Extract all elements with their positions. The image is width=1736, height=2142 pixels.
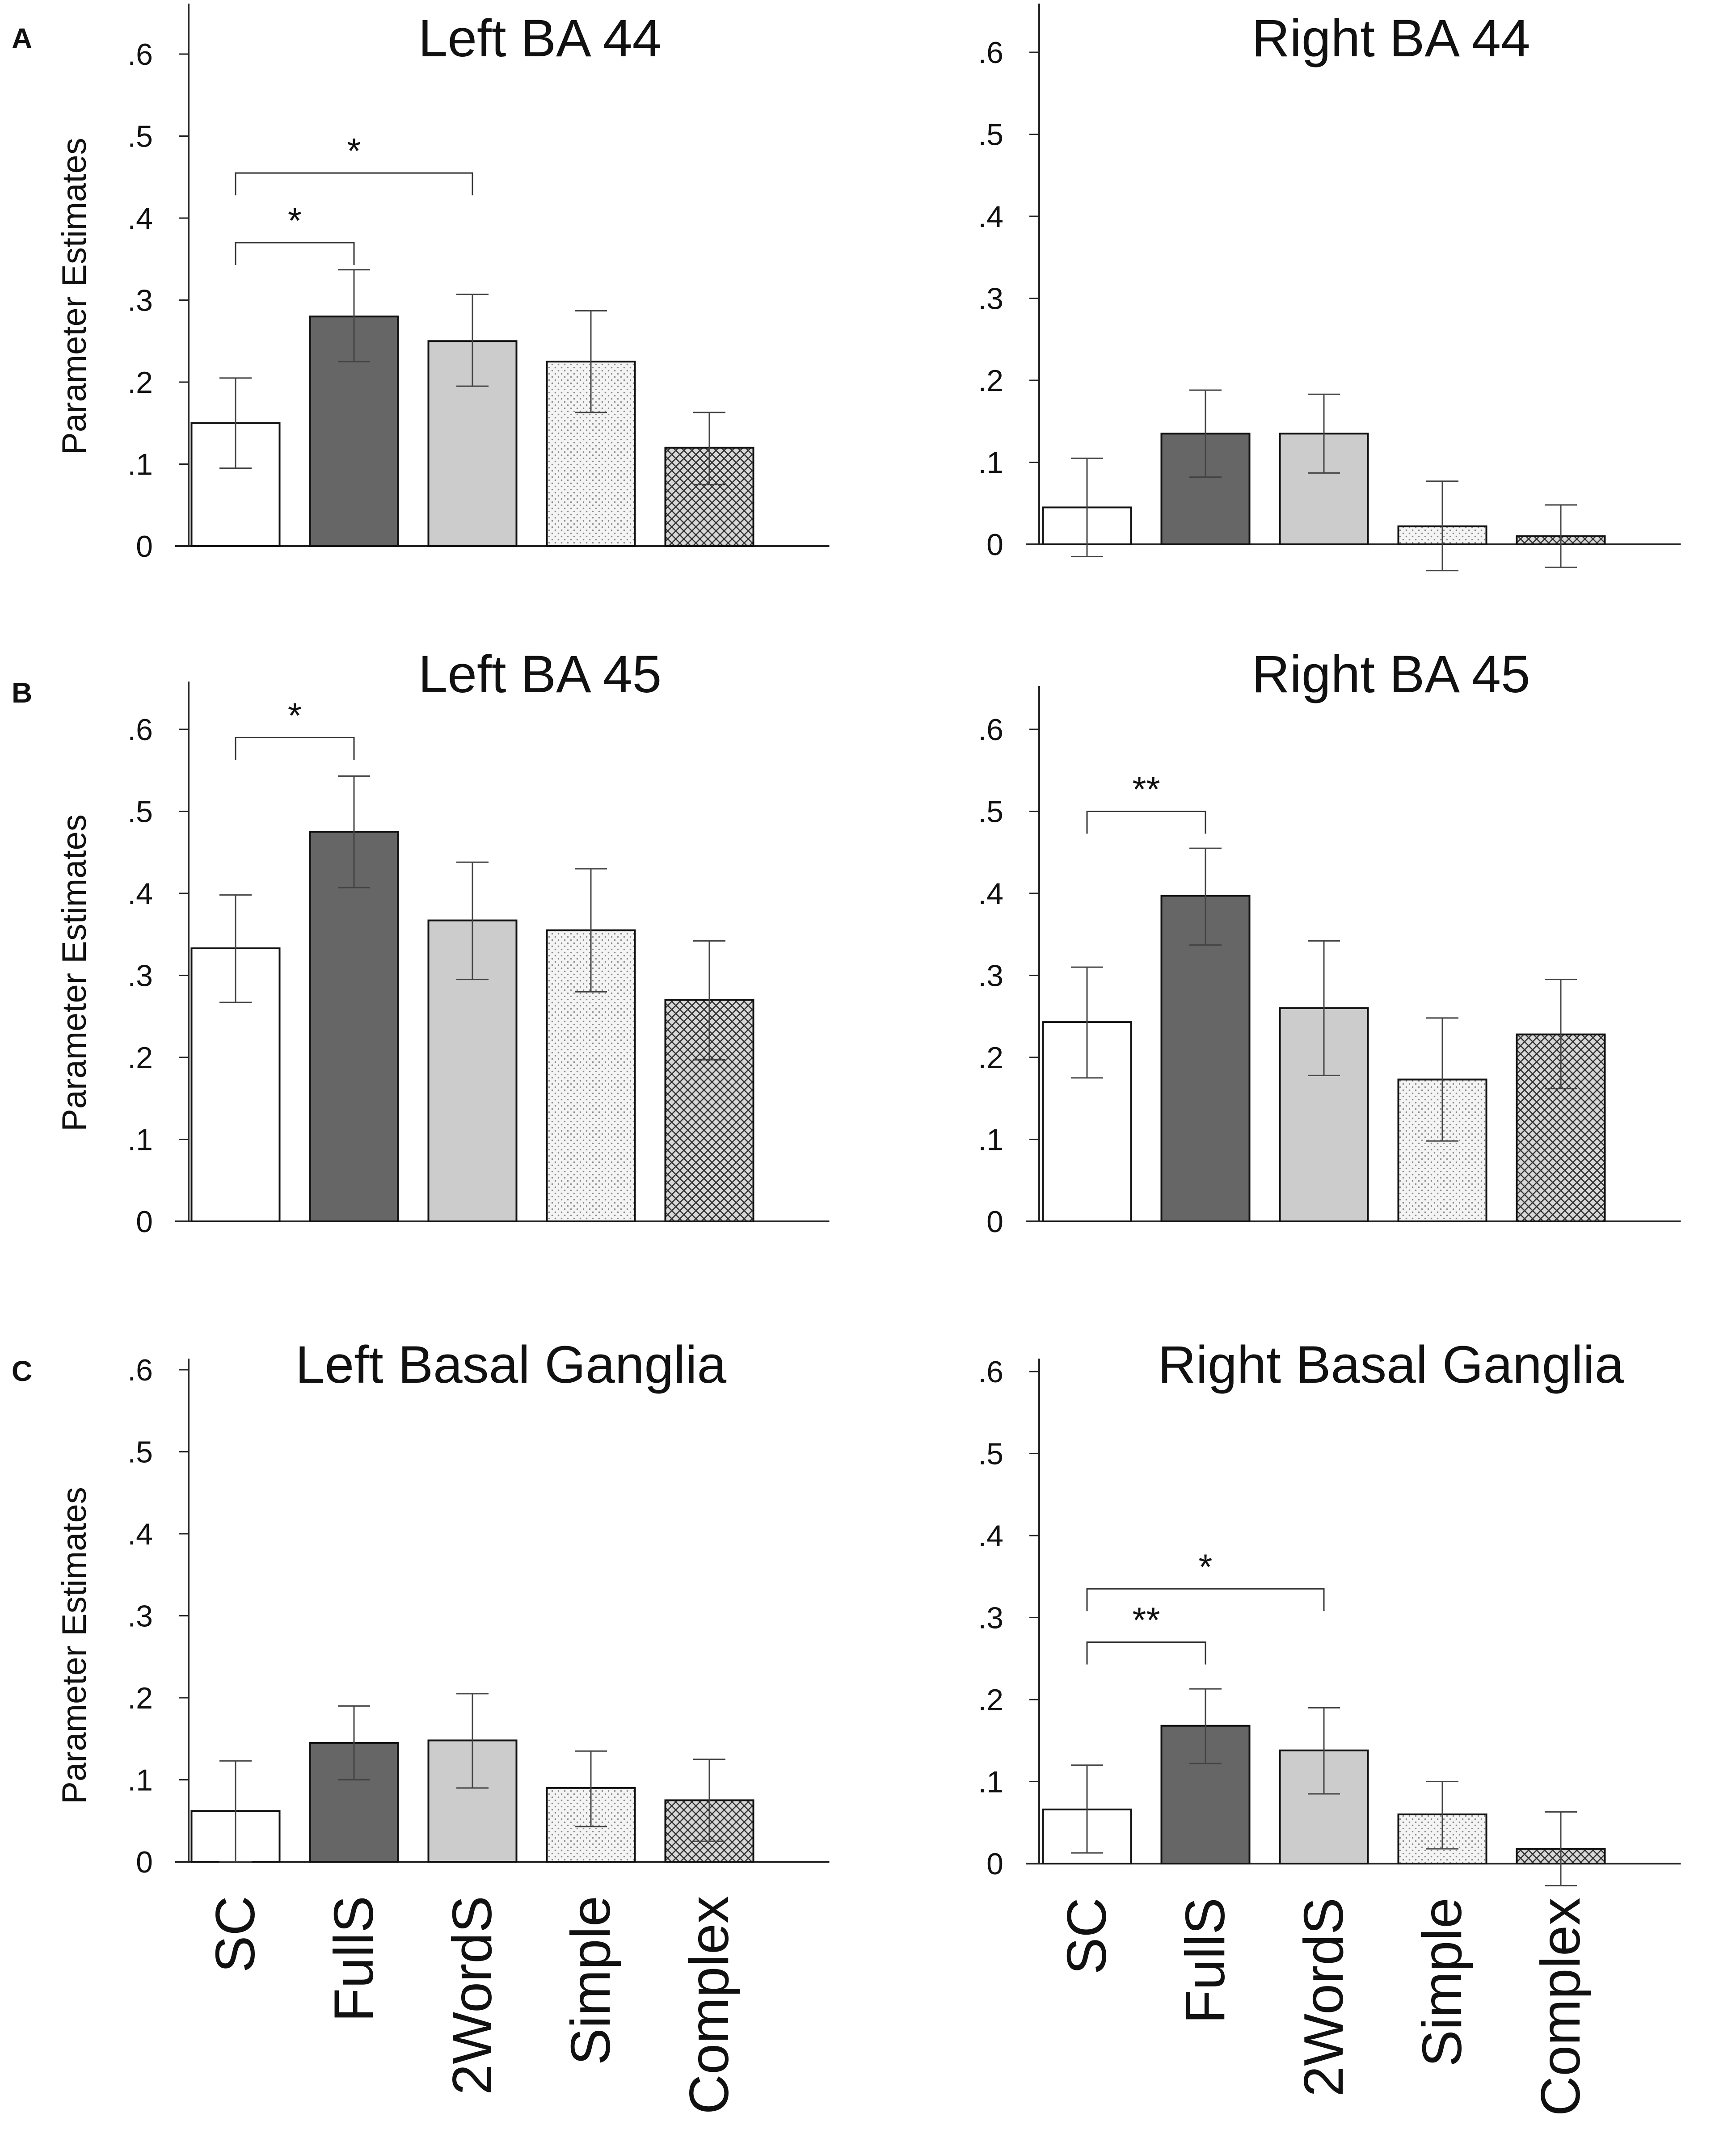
y-tick-label: .2 [978, 364, 1003, 398]
x-category-labels-right: SC FullS 2WordS Simple Complex [1056, 1898, 1592, 2116]
x-tick-label-sc: SC [205, 1896, 266, 1973]
panel-title: Right Basal Ganglia [1158, 1335, 1624, 1394]
panel-title: Left BA 45 [418, 645, 662, 704]
y-tick-label: .2 [978, 1683, 1003, 1717]
y-tick-label: 0 [136, 530, 153, 564]
x-tick-label-complex: Complex [678, 1896, 740, 2114]
x-tick-label-2words: 2WordS [1293, 1898, 1355, 2097]
y-tick-label: .2 [127, 1681, 153, 1715]
y-tick-label: .4 [978, 877, 1003, 911]
y-tick-label: .5 [978, 795, 1003, 829]
x-tick-label-simple: Simple [560, 1896, 622, 2065]
bar-fulls [309, 831, 399, 1222]
y-tick-label: .3 [978, 959, 1003, 993]
y-axis-label-row-c: Parameter Estimates [55, 1487, 93, 1804]
y-tick-label: .4 [127, 202, 153, 236]
panel-letter-c: C [12, 1355, 32, 1387]
significance-bracket [1086, 1588, 1325, 1612]
x-tick-label-fulls: FullS [323, 1896, 385, 2022]
y-tick-label: 0 [986, 1205, 1003, 1239]
y-tick-label: .5 [978, 1437, 1003, 1471]
y-tick-label: .3 [127, 1599, 153, 1633]
y-tick-label: .5 [127, 795, 153, 829]
y-tick-label: .2 [978, 1041, 1003, 1075]
x-tick-label-2words: 2WordS [442, 1896, 503, 2095]
x-tick-label-simple: Simple [1412, 1898, 1473, 2067]
significance-bracket [1086, 1641, 1206, 1665]
y-tick-label: .3 [127, 284, 153, 318]
significance-bracket [235, 242, 355, 265]
y-tick-label: .5 [127, 120, 153, 154]
panel-letter-a: A [12, 22, 32, 55]
x-tick-label-complex: Complex [1530, 1898, 1592, 2116]
significance-bracket [1086, 811, 1206, 834]
y-axis-label-row-a: Parameter Estimates [55, 138, 93, 455]
y-tick-label: .5 [978, 118, 1003, 152]
y-tick-label: .1 [127, 448, 153, 482]
significance-marker: ** [1132, 770, 1160, 809]
y-tick-label: .4 [978, 1519, 1003, 1553]
significance-marker: * [1198, 1547, 1212, 1587]
chart-panel-2: Right BA 44 0 .1 .2 .3 .4 .5 .6 [978, 4, 1681, 572]
y-tick-label: 0 [136, 1205, 153, 1239]
y-tick-label: .6 [127, 713, 153, 747]
panel-title: Left BA 44 [418, 9, 662, 68]
y-tick-label: .1 [978, 446, 1003, 480]
chart-panel-4: Right BA 45 0 .1 .2 .3 .4 .5 .6 ** [978, 645, 1681, 1239]
x-tick-label-fulls: FullS [1175, 1898, 1236, 2024]
significance-marker: * [288, 695, 302, 735]
y-tick-label: .3 [978, 282, 1003, 316]
y-axis-label-row-b: Parameter Estimates [55, 814, 93, 1132]
panel-title: Left Basal Ganglia [295, 1335, 727, 1394]
y-tick-label: .4 [127, 1517, 153, 1551]
y-tick-label: .1 [127, 1123, 153, 1157]
x-category-labels-left: SC FullS 2WordS Simple Complex [205, 1896, 740, 2114]
significance-bracket [235, 736, 355, 760]
y-tick-label: .6 [978, 1355, 1003, 1389]
y-tick-label: .5 [127, 1435, 153, 1469]
significance-marker: ** [1132, 1600, 1160, 1640]
panel-title: Right BA 44 [1251, 9, 1530, 68]
y-tick-label: .4 [127, 877, 153, 911]
chart-panel-3: Left BA 45 0 .1 .2 .3 .4 .5 .6 * [127, 645, 830, 1239]
panel-letter-b: B [12, 677, 32, 709]
y-tick-label: 0 [136, 1845, 153, 1879]
chart-panel-5: Left Basal Ganglia 0 .1 .2 .3 .4 .5 .6 [127, 1335, 830, 1879]
y-tick-label: .6 [978, 36, 1003, 70]
y-tick-label: .3 [127, 959, 153, 993]
y-tick-label: .1 [978, 1123, 1003, 1157]
y-tick-label: .6 [127, 38, 153, 72]
significance-marker: * [347, 131, 361, 171]
x-tick-label-sc: SC [1056, 1898, 1118, 1974]
chart-panel-1: Left BA 44 0 .1 .2 .3 .4 .5 .6 * * [127, 4, 830, 564]
y-tick-label: 0 [986, 528, 1003, 562]
y-tick-label: 0 [986, 1847, 1003, 1881]
y-tick-label: .6 [127, 1353, 153, 1387]
y-tick-label: .2 [127, 366, 153, 400]
y-tick-label: .4 [978, 200, 1003, 234]
y-tick-label: .6 [978, 713, 1003, 747]
y-tick-label: .3 [978, 1601, 1003, 1635]
y-tick-label: .1 [127, 1763, 153, 1797]
significance-marker: * [288, 201, 302, 240]
y-tick-label: .1 [978, 1765, 1003, 1799]
y-tick-label: .2 [127, 1041, 153, 1075]
significance-bracket [235, 172, 473, 196]
panel-title: Right BA 45 [1251, 645, 1530, 704]
